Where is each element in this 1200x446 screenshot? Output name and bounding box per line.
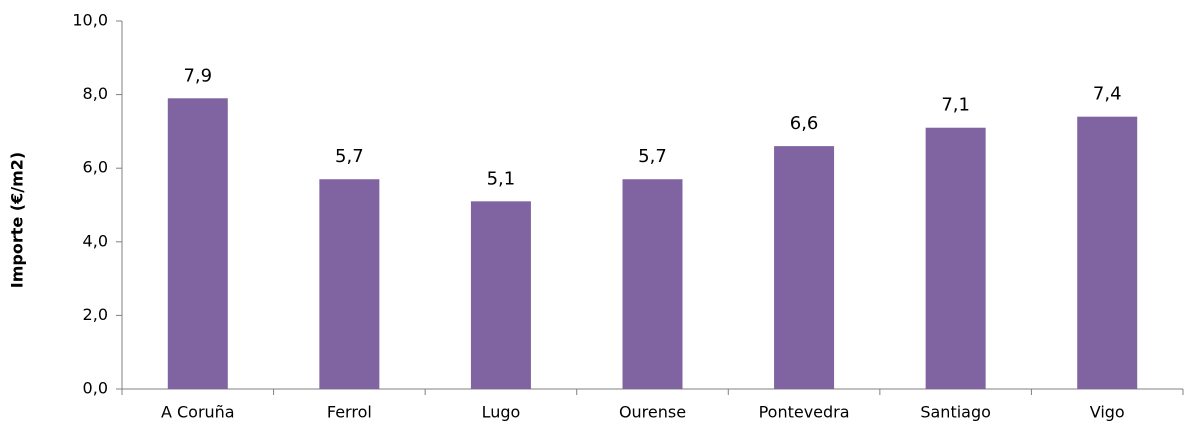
x-tick-label: Ourense xyxy=(619,403,686,422)
data-label: 5,7 xyxy=(335,146,364,167)
y-tick-label: 0,0 xyxy=(83,379,108,398)
y-tick-label: 4,0 xyxy=(83,231,108,250)
x-tick-label: Santiago xyxy=(920,403,991,422)
x-tick-label: Ferrol xyxy=(327,403,372,422)
bar xyxy=(1077,116,1138,390)
data-label: 7,4 xyxy=(1093,84,1122,105)
y-axis-label: Importe (€/m2) xyxy=(8,152,27,288)
data-label: 7,1 xyxy=(941,95,970,116)
x-tick-label: A Coruña xyxy=(161,403,235,422)
x-tick-label: Vigo xyxy=(1090,403,1125,422)
bar xyxy=(167,98,228,389)
data-label: 7,9 xyxy=(183,65,212,86)
bar xyxy=(470,201,531,389)
data-label: 5,1 xyxy=(487,168,516,189)
data-label: 6,6 xyxy=(790,113,819,134)
bar xyxy=(319,179,380,389)
x-tick-label: Lugo xyxy=(482,403,521,422)
x-tick-label: Pontevedra xyxy=(759,403,850,422)
y-tick-label: 6,0 xyxy=(83,158,108,177)
bar xyxy=(774,146,835,389)
y-tick-label: 10,0 xyxy=(72,11,108,30)
y-tick-label: 8,0 xyxy=(83,84,108,103)
bar xyxy=(925,127,986,389)
y-tick-label: 2,0 xyxy=(83,305,108,324)
bar xyxy=(622,179,683,389)
data-label: 5,7 xyxy=(638,146,667,167)
